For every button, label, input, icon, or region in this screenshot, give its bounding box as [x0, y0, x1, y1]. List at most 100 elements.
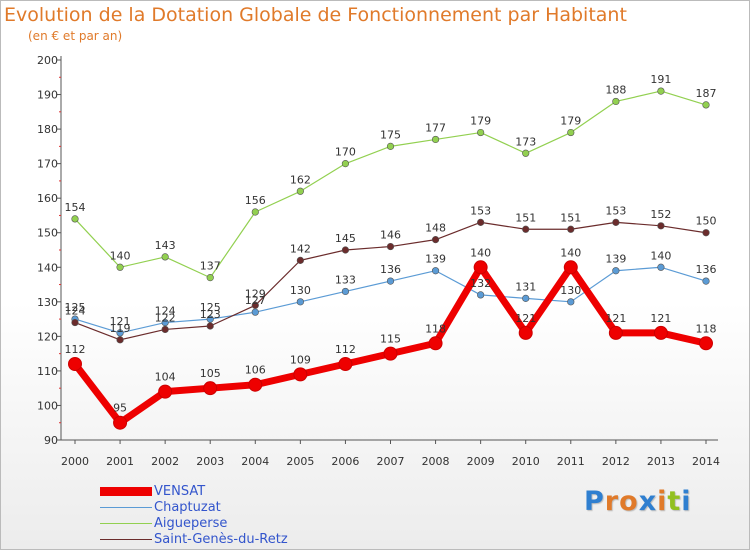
- data-point: [383, 346, 398, 361]
- data-point: [161, 318, 169, 327]
- data-point: [657, 222, 665, 230]
- legend-swatch-saint-genes: [100, 539, 152, 540]
- y-tick-label: 200: [37, 54, 58, 67]
- data-label: 156: [245, 194, 266, 207]
- data-label: 105: [200, 367, 221, 380]
- logo-letter: o: [619, 486, 639, 517]
- data-point: [567, 298, 575, 306]
- data-label: 109: [290, 353, 311, 366]
- data-point: [251, 308, 259, 316]
- data-label: 188: [605, 83, 626, 96]
- data-point: [431, 236, 440, 244]
- data-point: [657, 263, 665, 271]
- data-label: 115: [380, 333, 401, 346]
- data-label: 124: [155, 305, 176, 318]
- legend-label: Chaptuzat: [154, 500, 221, 515]
- chart-subtitle: (en € et par an): [28, 29, 123, 43]
- data-point: [296, 298, 304, 306]
- data-label: 104: [155, 371, 176, 384]
- x-tick-label: 2013: [647, 455, 675, 468]
- data-label: 127: [245, 294, 266, 307]
- data-point: [71, 215, 79, 223]
- x-tick-label: 2011: [557, 455, 585, 468]
- data-point: [653, 325, 668, 340]
- legend-item: VENSAT: [100, 484, 340, 500]
- data-label: 162: [290, 173, 311, 186]
- data-point: [612, 97, 620, 106]
- chart-title: Evolution de la Dotation Globale de Fonc…: [4, 4, 627, 26]
- x-tick-label: 2010: [512, 455, 540, 468]
- data-label: 146: [380, 229, 401, 242]
- data-point: [338, 357, 353, 371]
- data-label: 106: [245, 364, 266, 377]
- data-label: 125: [200, 301, 221, 314]
- data-label: 152: [650, 208, 671, 221]
- data-point: [608, 325, 623, 340]
- x-tick-label: 2008: [422, 455, 450, 468]
- data-label: 177: [425, 121, 446, 134]
- data-label: 124: [65, 305, 86, 318]
- x-tick-label: 2005: [286, 455, 314, 468]
- data-point: [386, 142, 395, 150]
- data-point: [296, 256, 304, 264]
- data-point: [428, 336, 443, 351]
- data-label: 131: [515, 280, 536, 293]
- data-label: 139: [605, 253, 626, 266]
- data-point: [206, 274, 214, 282]
- x-tick-label: 2000: [61, 455, 89, 468]
- data-point: [431, 267, 440, 275]
- data-label: 132: [470, 277, 491, 290]
- data-label: 150: [696, 215, 717, 228]
- data-point: [341, 246, 350, 254]
- data-point: [341, 160, 350, 168]
- logo-letter: r: [604, 486, 620, 517]
- data-label: 153: [470, 204, 491, 217]
- data-point: [341, 287, 350, 296]
- data-point: [699, 336, 713, 351]
- data-label: 187: [696, 87, 717, 100]
- data-point: [702, 277, 710, 285]
- data-label: 112: [65, 343, 86, 356]
- logo-letter: i: [657, 486, 668, 517]
- data-label: 170: [335, 146, 356, 159]
- data-label: 129: [245, 287, 266, 300]
- legend-swatch-aigueperse: [100, 523, 152, 524]
- data-label: 136: [696, 263, 717, 276]
- data-point: [612, 267, 620, 275]
- data-label: 121: [605, 312, 626, 325]
- data-point: [612, 218, 620, 226]
- y-tick-label: 190: [37, 89, 58, 102]
- data-label: 139: [425, 253, 446, 266]
- data-point: [518, 325, 533, 340]
- data-label: 95: [113, 402, 127, 415]
- legend-swatch-chaptuzat: [100, 507, 152, 508]
- legend-swatch-vensat: [100, 487, 152, 496]
- y-tick-label: 170: [37, 158, 58, 171]
- data-label: 173: [515, 135, 536, 148]
- x-tick-label: 2007: [377, 455, 405, 468]
- legend-item: Saint-Genès-du-Retz: [100, 532, 340, 548]
- data-point: [477, 218, 485, 226]
- x-tick-label: 2014: [692, 455, 720, 468]
- logo-letter: P: [584, 486, 605, 517]
- data-label: 136: [380, 263, 401, 276]
- data-label: 133: [335, 273, 356, 286]
- data-label: 130: [560, 284, 581, 297]
- data-point: [251, 301, 259, 309]
- y-tick-label: 110: [37, 365, 58, 378]
- x-tick-label: 2006: [331, 455, 359, 468]
- legend-label: Aigueperse: [154, 516, 228, 531]
- data-label: 151: [515, 211, 536, 224]
- data-point: [248, 377, 263, 392]
- data-label: 123: [200, 308, 221, 321]
- y-tick-label: 140: [37, 261, 58, 274]
- x-tick-label: 2009: [467, 455, 495, 468]
- legend-label: Saint-Genès-du-Retz: [154, 532, 288, 547]
- data-point: [567, 225, 575, 233]
- data-point: [203, 381, 218, 396]
- legend-item: Chaptuzat: [100, 500, 340, 516]
- y-tick-label: 90: [44, 434, 58, 447]
- data-label: 140: [650, 249, 671, 262]
